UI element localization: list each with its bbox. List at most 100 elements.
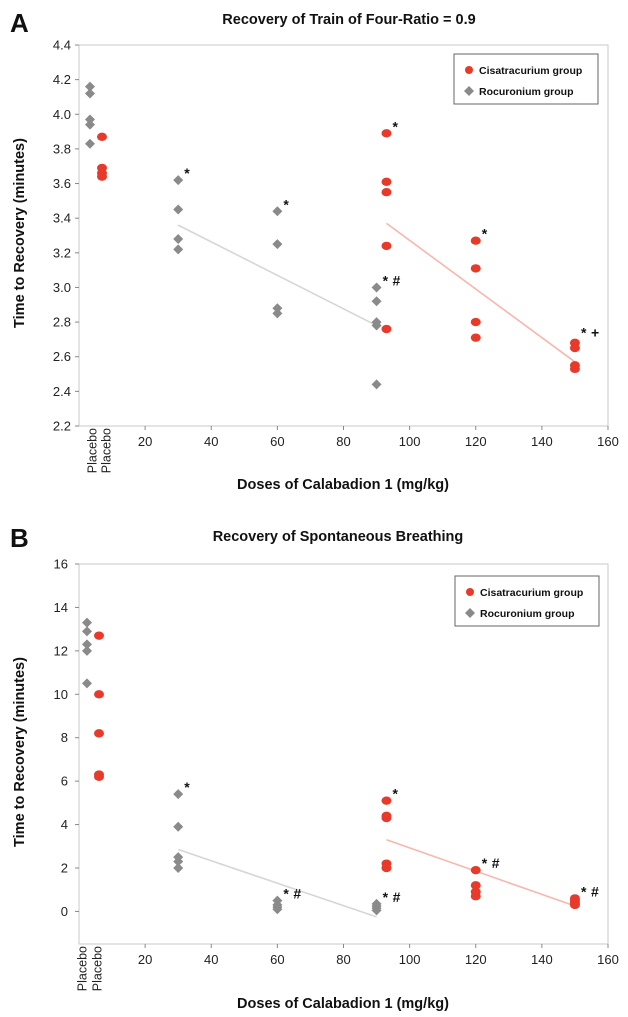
significance-marker: * xyxy=(283,196,289,212)
cisatracurium-point xyxy=(569,900,580,910)
rocuronium-point xyxy=(272,303,283,314)
panel-a-y-axis-title: Time to Recovery (minutes) xyxy=(12,138,28,328)
panel-b-legend: Cisatracurium group Rocuronium group xyxy=(454,575,600,627)
y-tick-label: 14 xyxy=(54,600,68,615)
rocuronium-trend-line xyxy=(177,224,377,327)
cisatracurium-point xyxy=(381,863,392,873)
rocuronium-point xyxy=(173,821,184,832)
cisatracurium-point xyxy=(569,343,580,353)
rocuronium-point xyxy=(371,296,382,307)
rocuronium-point xyxy=(82,645,92,656)
significance-marker: * xyxy=(383,889,389,905)
significance-marker: * xyxy=(392,786,398,802)
cisatracurium-point xyxy=(381,796,392,805)
cisatracurium-point xyxy=(470,317,481,327)
cisatracurium-point xyxy=(381,241,392,251)
panel-b-x-axis-title: Doses of Calabadion 1 (mg/kg) xyxy=(237,996,449,1012)
significance-marker: # xyxy=(392,272,400,288)
panel-b-placebo-label-cis: Placebo xyxy=(90,946,104,991)
significance-marker: * xyxy=(184,779,190,795)
panel-a: A Recovery of Train of Four-Ratio = 0.9 … xyxy=(10,8,619,493)
y-tick-label: 3.8 xyxy=(53,141,71,156)
panel-a-legend-marker-cisatracurium xyxy=(465,66,473,74)
panel-b-legend-label-cisatracurium: Cisatracurium group xyxy=(480,587,583,599)
cisatracurium-point xyxy=(470,881,481,890)
y-tick-label: 6 xyxy=(61,774,68,789)
cisatracurium-point xyxy=(381,177,392,187)
panel-b-y-axis-title: Time to Recovery (minutes) xyxy=(12,657,28,847)
x-tick-label: 160 xyxy=(597,952,619,967)
x-tick-label: 60 xyxy=(270,434,284,449)
x-tick-label: 120 xyxy=(465,434,487,449)
cisatracurium-point xyxy=(470,264,481,273)
x-tick-label: 40 xyxy=(204,434,218,449)
y-tick-label: 4 xyxy=(61,817,68,832)
y-tick-label: 2.4 xyxy=(53,384,71,399)
rocuronium-point xyxy=(272,308,283,319)
rocuronium-point xyxy=(371,282,382,293)
y-tick-label: 4.2 xyxy=(53,72,71,87)
y-tick-label: 12 xyxy=(54,643,68,658)
significance-marker: * xyxy=(482,226,488,242)
cisatracurium-trend-line xyxy=(386,222,576,363)
y-tick-label: 3.0 xyxy=(53,280,71,295)
rocuronium-point xyxy=(272,239,283,250)
rocuronium-point xyxy=(173,863,184,873)
x-tick-label: 100 xyxy=(399,952,421,967)
significance-marker: * xyxy=(581,324,587,340)
significance-marker: # xyxy=(393,889,401,905)
cisatracurium-point xyxy=(470,333,481,342)
panel-b-legend-marker-cisatracurium xyxy=(466,588,474,596)
y-tick-label: 4.4 xyxy=(53,38,71,53)
y-tick-label: 16 xyxy=(54,557,68,572)
panel-a-title: Recovery of Train of Four-Ratio = 0.9 xyxy=(222,12,475,28)
x-tick-label: 140 xyxy=(531,952,553,967)
panel-a-x-axis-title: Doses of Calabadion 1 (mg/kg) xyxy=(237,477,449,493)
x-tick-label: 80 xyxy=(336,434,350,449)
y-tick-label: 4.0 xyxy=(53,107,71,122)
panel-b: B Recovery of Spontaneous Breathing 0 2 4 6… xyxy=(10,523,619,1012)
cisatracurium-point xyxy=(94,729,104,738)
y-tick-label: 2.6 xyxy=(53,349,71,364)
y-tick-label: 8 xyxy=(61,730,68,745)
rocuronium-point xyxy=(371,905,382,916)
y-tick-label: 2 xyxy=(61,861,68,876)
y-tick-label: 3.2 xyxy=(53,245,71,260)
cisatracurium-point xyxy=(381,129,392,138)
y-tick-label: 10 xyxy=(54,687,68,702)
significance-marker: + xyxy=(591,324,599,340)
significance-marker: # xyxy=(492,855,500,871)
significance-marker: * xyxy=(383,272,389,288)
rocuronium-point xyxy=(82,639,92,650)
significance-marker: * xyxy=(581,883,587,899)
significance-marker: # xyxy=(293,886,301,902)
rocuronium-point xyxy=(85,119,95,130)
rocuronium-point xyxy=(173,233,184,244)
panel-a-legend-marker-rocuronium xyxy=(464,86,474,96)
panel-b-legend-box xyxy=(454,575,600,627)
panel-a-legend-label-rocuronium: Rocuronium group xyxy=(479,86,574,98)
significance-marker: * xyxy=(283,886,289,902)
rocuronium-point xyxy=(85,114,95,125)
cisatracurium-point xyxy=(569,364,580,374)
rocuronium-point xyxy=(173,789,184,800)
cisatracurium-point xyxy=(94,690,104,699)
y-tick-label: 0 xyxy=(61,904,68,919)
panel-b-placebo-label-roc: Placebo xyxy=(75,946,89,991)
cisatracurium-point xyxy=(470,865,481,875)
rocuronium-point xyxy=(272,904,283,915)
panel-b-legend-label-rocuronium: Rocuronium group xyxy=(480,608,575,620)
significance-marker: * xyxy=(482,855,488,871)
x-tick-label: 20 xyxy=(138,952,152,967)
significance-marker: * xyxy=(392,118,398,134)
panel-b-letter: B xyxy=(10,523,29,553)
rocuronium-point xyxy=(85,88,95,99)
x-tick-label: 120 xyxy=(465,952,487,967)
panel-b-legend-marker-rocuronium xyxy=(465,608,475,618)
panel-b-title: Recovery of Spontaneous Breathing xyxy=(213,529,464,545)
rocuronium-point xyxy=(173,856,184,867)
x-tick-label: 80 xyxy=(336,952,350,967)
panel-a-legend-box xyxy=(453,53,599,105)
panel-a-legend-label-cisatracurium: Cisatracurium group xyxy=(479,65,582,77)
